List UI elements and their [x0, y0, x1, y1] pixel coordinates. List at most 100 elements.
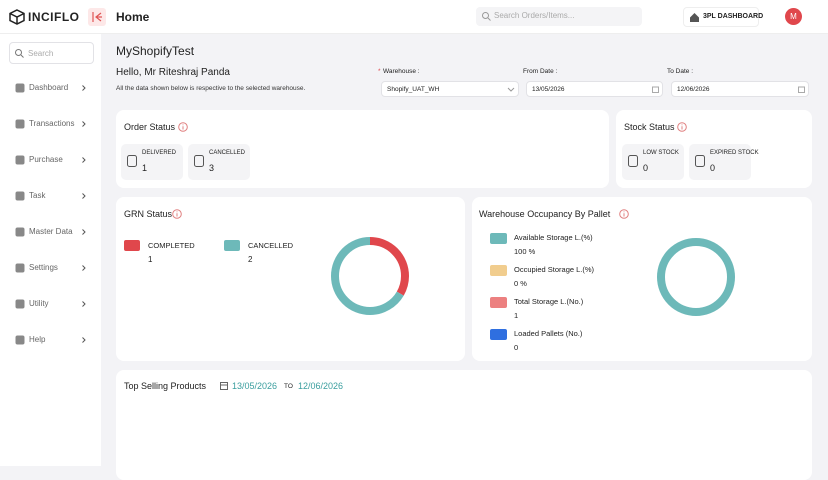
nav-icon	[15, 83, 25, 93]
nav-label: Help	[29, 335, 46, 344]
status-tile: EXPIRED STOCK 0	[689, 144, 759, 180]
search-placeholder: Search Orders/Items...	[494, 11, 575, 20]
nav-label: Utility	[29, 299, 49, 308]
calendar-icon	[798, 86, 805, 93]
top-selling-from: 13/05/2026	[232, 381, 278, 391]
legend-swatch	[490, 297, 507, 308]
from-date[interactable]: 13/05/2026	[526, 81, 663, 97]
nav-icon-shape	[15, 335, 25, 345]
donut-segment	[331, 237, 409, 315]
info-circle	[677, 122, 687, 132]
stock-status-card: Stock Status LOW STOCK 0 EXPIRED STOCK 0	[616, 110, 812, 188]
required-mark: *	[378, 68, 381, 75]
status-label: CANCELLED	[209, 150, 246, 156]
nav-icon	[15, 263, 25, 273]
chevron-path	[82, 121, 86, 127]
search-placeholder: Search	[28, 49, 54, 58]
legend-label: Available Storage L.(%)	[514, 233, 593, 242]
status-icon-shape	[695, 155, 705, 167]
nav-item[interactable]: Utility	[0, 297, 101, 311]
nav-icon	[15, 155, 25, 165]
chevron-path	[82, 265, 86, 271]
nav-item[interactable]: Transactions	[0, 117, 101, 131]
chevron	[82, 337, 86, 343]
card-title: Warehouse Occupancy By Pallet	[479, 209, 611, 219]
search-icon	[15, 49, 24, 58]
top-bar: INCIFLO Home Search Orders/Items... 3PL …	[0, 0, 828, 34]
info-icon	[677, 122, 687, 132]
nav-label: Task	[29, 191, 46, 200]
collapse-icon	[92, 12, 102, 22]
from-label: From Date :	[523, 68, 558, 75]
nav-label: Settings	[29, 263, 58, 272]
status-value: 3	[209, 163, 215, 173]
legend-swatch	[224, 240, 240, 251]
calendar-icon	[220, 382, 228, 390]
nav-item[interactable]: Dashboard	[0, 81, 101, 95]
status-value: 1	[142, 163, 148, 173]
logo: INCIFLO	[28, 10, 80, 24]
to-value: 12/06/2026	[677, 86, 710, 93]
nav-item[interactable]: Task	[0, 189, 101, 203]
status-label: DELIVERED	[142, 150, 177, 156]
dropdown-icon	[507, 87, 515, 92]
global-search[interactable]: Search Orders/Items...	[476, 7, 642, 26]
top-selling-to-word: TO	[284, 383, 293, 390]
status-icon-shape	[628, 155, 638, 167]
store-name: MyShopifyTest	[116, 44, 195, 58]
info-icon	[619, 209, 629, 219]
info-circle	[619, 209, 629, 219]
order-status-card: Order Status DELIVERED 1 CANCELLED 3	[116, 110, 609, 188]
status-value: 0	[710, 163, 716, 173]
dashboard-button[interactable]: 3PL DASHBOARD	[683, 7, 763, 27]
warehouse-select[interactable]: Shopify_UAT_WH	[381, 81, 519, 97]
donut-segment	[657, 238, 735, 316]
chevron	[82, 265, 86, 271]
to-date[interactable]: 12/06/2026	[671, 81, 809, 97]
chevron-path	[82, 193, 86, 199]
nav-icon	[15, 191, 25, 201]
card-title: Stock Status	[624, 122, 675, 132]
nav-item[interactable]: Settings	[0, 261, 101, 275]
legend-value: 100 %	[514, 247, 536, 256]
chevron-path	[82, 229, 86, 235]
sidebar-search[interactable]: Search	[9, 42, 94, 64]
nav-icon-shape	[15, 299, 25, 309]
status-icon	[127, 155, 137, 167]
search-icon	[482, 12, 491, 21]
sidebar: Search Dashboard Transactions Purchase Task…	[0, 34, 101, 466]
chevron-path	[82, 301, 86, 307]
calendar-icon	[652, 86, 659, 93]
nav-item[interactable]: Purchase	[0, 153, 101, 167]
home-icon	[690, 13, 699, 22]
greeting: Hello, Mr Riteshraj Panda	[116, 67, 230, 78]
info-icon	[178, 122, 188, 132]
nav-item[interactable]: Help	[0, 333, 101, 347]
avatar[interactable]: M	[785, 8, 802, 25]
legend-label: Occupied Storage L.(%)	[514, 265, 595, 274]
nav-icon-shape	[15, 227, 25, 237]
top-selling-title: Top Selling Products	[124, 381, 207, 391]
status-icon	[695, 155, 705, 167]
legend-swatch	[490, 329, 507, 340]
status-icon	[194, 155, 204, 167]
logo-icon	[9, 9, 25, 25]
top-selling-card: Top Selling Products 13/05/2026 TO 12/06…	[116, 370, 812, 480]
nav-icon	[15, 335, 25, 345]
legend-swatch	[490, 265, 507, 276]
status-tile: LOW STOCK 0	[622, 144, 684, 180]
dashboard-button-label: 3PL DASHBOARD	[703, 13, 764, 20]
legend-label: Loaded Pallets (No.)	[514, 329, 583, 338]
to-label: To Date :	[667, 68, 694, 75]
nav-item[interactable]: Master Data	[0, 225, 101, 239]
legend-label: COMPLETED	[148, 241, 195, 250]
nav-label: Purchase	[29, 155, 63, 164]
chevron-path	[82, 157, 86, 163]
grn-status-card: GRN Status COMPLETED 1 CANCELLED 2	[116, 197, 465, 361]
nav-icon-shape	[15, 83, 25, 93]
nav-label: Transactions	[29, 119, 75, 128]
collapse-button[interactable]	[88, 8, 106, 26]
status-label: EXPIRED STOCK	[710, 150, 759, 156]
legend-value: 0 %	[514, 279, 527, 288]
